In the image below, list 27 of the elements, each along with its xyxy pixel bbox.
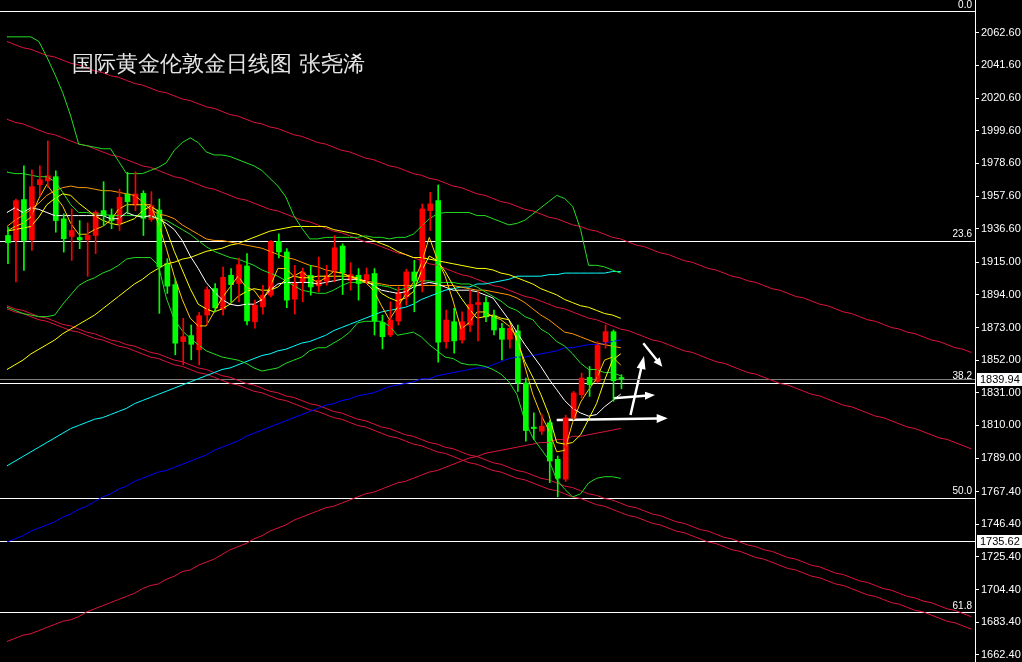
- y-tick-label: 1746.40: [981, 517, 1021, 530]
- y2-tick-label: 0.0: [958, 0, 973, 10]
- y-tick-label: 1767.40: [981, 484, 1021, 497]
- y-tick-label: 1683.40: [981, 615, 1021, 628]
- y2-tick-label: 50.0: [952, 485, 973, 497]
- y-tick-label: 1873.00: [981, 320, 1021, 333]
- y-tick-label: 1831.00: [981, 385, 1021, 398]
- y-tick-label: 1662.40: [981, 647, 1021, 660]
- y-tick-label: 1936.60: [981, 221, 1021, 234]
- y-tick-label: 1915.00: [981, 255, 1021, 268]
- y-tick-label: 2062.60: [981, 25, 1021, 38]
- y-tick-label: 1789.00: [981, 451, 1021, 464]
- y2-tick-label: 61.8: [952, 600, 973, 612]
- y-tick-label: 1957.60: [981, 189, 1021, 202]
- y-tick-label: 2041.60: [981, 58, 1021, 71]
- y-tick-label: 1978.60: [981, 156, 1021, 169]
- y-tick-label: 1999.60: [981, 123, 1021, 136]
- y-tick-label: 1894.00: [981, 287, 1021, 300]
- y-tick-label: 2020.60: [981, 91, 1021, 104]
- y-tick-label: 1852.00: [981, 353, 1021, 366]
- y-tick-label: 1704.40: [981, 582, 1021, 595]
- y2-tick-label: 38.2: [952, 370, 973, 382]
- y-tick-label: 1810.00: [981, 418, 1021, 431]
- y2-tick-label: 23.6: [952, 228, 973, 240]
- ref-line-label: 1839.94: [980, 373, 1020, 386]
- ref-line-label: 1735.62: [980, 535, 1020, 548]
- y-tick-label: 1725.40: [981, 549, 1021, 562]
